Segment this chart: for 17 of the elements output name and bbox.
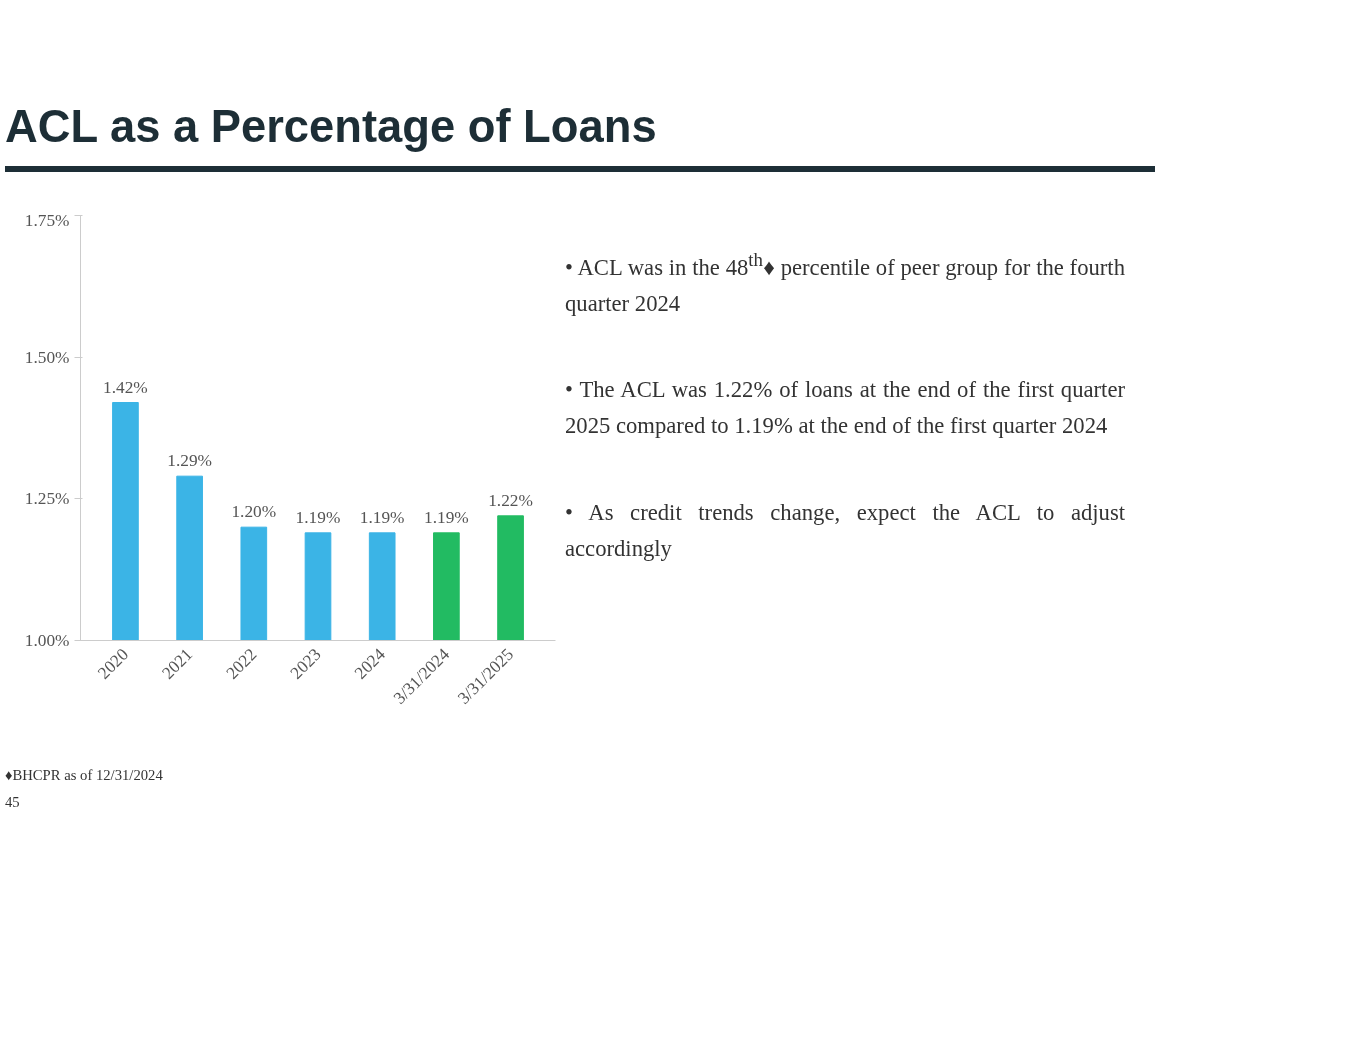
text: • ACL was in the 48$^{th}$♦ percentile of peer group for the fourth quarter 2024 [565,249,1125,316]
data-label: 1.22% [488,490,533,510]
text: • As credit trends change, expect the ACL to adjust accordingly [565,498,1125,563]
data-label: 1.19% [295,507,341,527]
data-label: 1.20% [231,502,277,522]
text: 45 [5,792,21,812]
data-label: 1.42% [103,377,148,397]
text: ♦BHCPR as of 12/31/2024 [5,766,163,785]
chart-title: ACL as a Percentage of Loans [5,95,1155,172]
y-tick-label: 1.00% [24,631,70,650]
y-tick-label: 1.50% [24,347,70,367]
text: • The ACL was 1.22% of loans at the end of the first quarter 2025 compared to 1.19% at the end of the first quarter 2024 [565,376,1125,441]
y-tick-label: 1.25% [24,489,70,509]
y-tick-label: 1.75% [24,210,70,230]
data-label: 1.19% [424,507,469,527]
data-label: 1.19% [359,507,405,527]
data-label: 1.29% [167,451,213,471]
